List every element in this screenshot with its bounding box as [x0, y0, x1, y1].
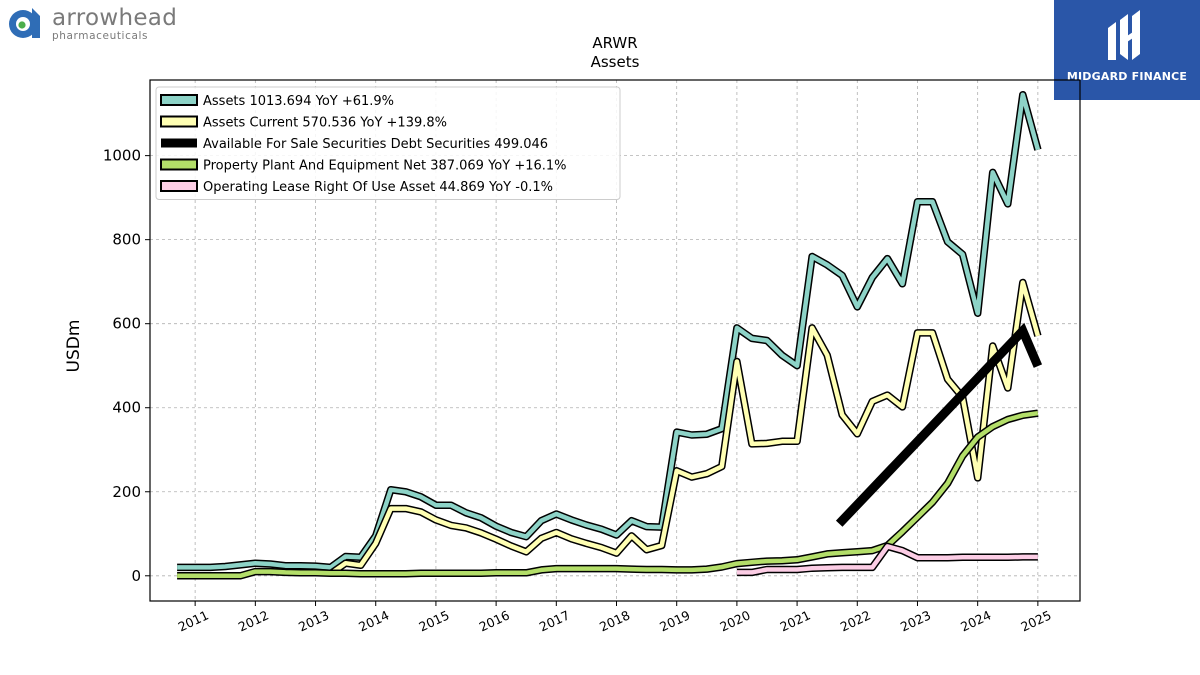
x-tick-label: 2023	[898, 607, 933, 634]
x-tick-label: 2017	[537, 607, 572, 634]
legend: Assets 1013.694 YoY +61.9% Assets Current…	[155, 86, 621, 200]
series-layer	[177, 90, 1043, 580]
series-line-property-plant-and-equipment-net	[177, 410, 1039, 579]
x-tick-label: 2022	[838, 607, 873, 634]
logo-name: arrowhead	[52, 4, 178, 31]
chart-title: ARWR	[592, 34, 637, 52]
midgard-finance-brand: MIDGARD FINANCE	[1054, 0, 1200, 100]
plot-frame	[149, 79, 1081, 602]
x-tick-label: 2015	[416, 607, 451, 634]
y-tick-label: 1000	[103, 147, 141, 165]
x-tick-label: 2013	[296, 607, 331, 634]
midgard-logo-icon	[1108, 10, 1140, 60]
series-line-available-for-sale-securities-debt-securities	[835, 322, 1043, 527]
legend-entry: Property Plant And Equipment Net 387.069…	[203, 159, 567, 174]
x-tick-label: 2014	[356, 607, 391, 634]
x-tick-label: 2019	[657, 607, 692, 634]
legend-entry: Operating Lease Right Of Use Asset 44.86…	[203, 180, 553, 195]
x-tick-label: 2016	[477, 607, 512, 634]
legend-swatch	[160, 180, 198, 192]
logo-subtitle: pharmaceuticals	[52, 29, 149, 42]
legend-swatch	[160, 158, 198, 171]
y-tick-label: 600	[112, 315, 141, 333]
legend-swatch	[160, 115, 198, 128]
arrowhead-logo: arrowhead pharmaceuticals	[6, 6, 177, 42]
series-line-operating-lease-right-of-use-asset	[736, 544, 1038, 575]
series-line-assets	[177, 92, 1041, 570]
y-tick-label: 400	[112, 399, 141, 417]
brand-name: MIDGARD FINANCE	[1066, 70, 1188, 83]
legend-box	[155, 86, 621, 200]
x-tick-label: 2018	[597, 607, 632, 634]
legend-entry: Available For Sale Securities Debt Secur…	[203, 137, 548, 152]
x-tick-label: 2024	[958, 607, 993, 634]
y-tick-label: 200	[112, 483, 141, 501]
chart-subtitle: Assets	[591, 53, 640, 71]
legend-swatch	[160, 94, 198, 106]
y-tick-label: 0	[131, 567, 141, 585]
x-tick-label: 2021	[778, 607, 813, 634]
arrowhead-logo-icon	[9, 8, 40, 38]
x-tick-label: 2020	[717, 607, 752, 634]
series-line-assets-current	[329, 280, 1041, 576]
y-tick-label: 800	[112, 231, 141, 249]
x-tick-label: 2012	[236, 607, 271, 634]
x-tick-label: 2011	[176, 607, 211, 634]
legend-entry: Assets Current 570.536 YoY +139.8%	[203, 116, 447, 131]
legend-swatch	[161, 138, 197, 148]
y-axis-label: USDm	[64, 320, 84, 373]
x-tick-label: 2025	[1018, 607, 1053, 634]
legend-entry: Assets 1013.694 YoY +61.9%	[203, 94, 394, 109]
